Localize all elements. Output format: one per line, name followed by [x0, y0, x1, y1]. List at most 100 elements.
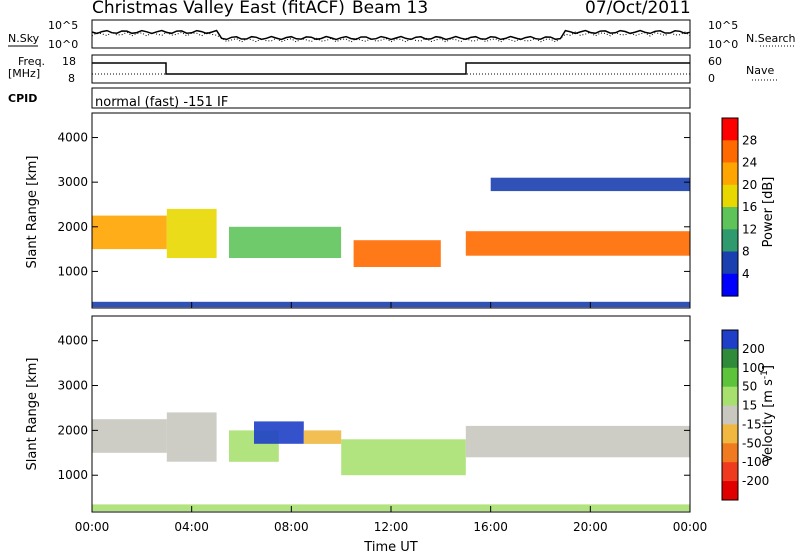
velocity-colorbar-label-sup: -1 [760, 370, 770, 379]
power-colorbar: 28 24 20 16 12 8 4 [721, 117, 757, 297]
velocity-echo-band-1 [166, 412, 217, 462]
power-colorbar-tick: 20 [742, 178, 757, 192]
nsky-trace [91, 29, 691, 41]
range-tick-label: 4000 [57, 334, 88, 348]
velocity-colorbar-swatch [722, 443, 738, 463]
velocity-echo-band-4 [303, 430, 342, 444]
nave-tick-high: 60 [708, 55, 722, 68]
radar-title: Christmas Valley East (fitACF) [92, 0, 345, 18]
time-tick-label: 20:00 [573, 520, 608, 534]
power-colorbar-swatch [722, 140, 738, 164]
power-ylabel: Slant Range [km] [25, 156, 40, 269]
velocity-colorbar-swatch [722, 330, 738, 350]
time-axis-label: Time UT [363, 540, 417, 554]
power-colorbar-tick: 12 [742, 222, 757, 236]
power-colorbar-tick: 4 [742, 267, 750, 281]
freq-unit: [MHz] [8, 67, 40, 80]
power-echo-band-3 [353, 240, 441, 267]
velocity-colorbar-label: Velocity [m s-1] [760, 365, 776, 463]
power-colorbar-tick: 16 [742, 200, 757, 214]
range-tick-label: 3000 [57, 379, 88, 393]
power-echo-band-2 [229, 226, 342, 258]
nsearch-label: N.Search [746, 32, 796, 45]
nsky-label: N.Sky [8, 32, 40, 45]
velocity-colorbar-tick: 15 [742, 399, 757, 413]
velocity-colorbar-swatch [722, 348, 738, 369]
nsearch-trace [91, 31, 691, 43]
noise-tick-low-right: 10^0 [708, 38, 738, 51]
freq-panel [91, 54, 691, 84]
velocity-echo-band-6 [465, 425, 691, 458]
time-tick-label: 12:00 [374, 520, 409, 534]
noise-panel [91, 19, 691, 49]
time-tick-label: 08:00 [274, 520, 309, 534]
velocity-echo-band-3 [254, 421, 304, 444]
nave-label: Nave [746, 64, 774, 77]
range-tick-label: 4000 [57, 131, 88, 145]
cpid-label: CPID [8, 92, 37, 105]
power-colorbar-tick: 24 [742, 156, 757, 170]
time-tick-label: 00:00 [673, 520, 708, 534]
velocity-colorbar-tick: -200 [742, 474, 769, 488]
cpid-value: normal (fast) -151 IF [95, 95, 228, 110]
time-axis: 00:00 04:00 08:00 12:00 16:00 20:00 00:00 [75, 302, 708, 534]
freq-trace [92, 62, 690, 75]
noise-tick-high-right: 10^5 [708, 19, 738, 32]
power-echo-band-5 [490, 177, 690, 192]
freq-tick-low: 8 [68, 72, 75, 85]
date-label: 07/Oct/2011 [585, 0, 691, 18]
cpid-panel [91, 87, 691, 109]
velocity-echo-band-0 [92, 419, 167, 453]
velocity-heatmap [92, 412, 691, 512]
velocity-colorbar-swatch [722, 386, 738, 407]
power-colorbar-swatch [722, 229, 738, 253]
range-tick-label: 2000 [57, 423, 88, 437]
power-echo-band-4 [465, 231, 691, 256]
power-colorbar-swatch [722, 184, 738, 208]
velocity-colorbar-label-end: ] [761, 365, 776, 370]
power-y-axis: 1000 2000 3000 4000 [57, 131, 690, 278]
power-colorbar-swatch [722, 207, 738, 230]
range-tick-label: 1000 [57, 264, 88, 278]
power-colorbar-frame [721, 117, 739, 297]
power-heatmap [92, 177, 691, 308]
time-tick-label: 16:00 [473, 520, 508, 534]
velocity-colorbar-swatch [722, 481, 738, 501]
range-tick-label: 1000 [57, 468, 88, 482]
velocity-colorbar-tick: 50 [742, 380, 757, 394]
beam-label: Beam 13 [352, 0, 428, 18]
power-colorbar-tick: 28 [742, 133, 757, 147]
power-colorbar-swatch [722, 251, 738, 275]
time-tick-label: 04:00 [174, 520, 209, 534]
velocity-colorbar-tick: 200 [742, 342, 765, 356]
velocity-colorbar-label-main: Velocity [m s [761, 379, 776, 463]
range-tick-label: 2000 [57, 220, 88, 234]
freq-label: Freq. [18, 55, 45, 68]
velocity-colorbar: 200 100 50 15 -15 -50 -100 -200 [721, 329, 769, 501]
nave-tick-low: 0 [708, 72, 715, 85]
noise-tick-low: 10^0 [48, 38, 78, 51]
freq-tick-high: 18 [62, 55, 76, 68]
power-colorbar-swatch [722, 273, 738, 297]
noise-tick-high: 10^5 [48, 19, 78, 32]
power-colorbar-swatch [722, 162, 738, 186]
velocity-colorbar-tick: -15 [742, 417, 762, 431]
velocity-colorbar-swatch [722, 405, 738, 425]
velocity-colorbar-tick: -50 [742, 436, 762, 450]
power-colorbar-swatch [722, 118, 738, 141]
velocity-colorbar-tick: -100 [742, 455, 769, 469]
power-echo-band-1 [166, 208, 217, 258]
velocity-ylabel: Slant Range [km] [25, 358, 40, 471]
power-echo-band-0 [92, 215, 167, 250]
velocity-colorbar-swatch [722, 367, 738, 388]
power-colorbar-tick: 8 [742, 245, 750, 259]
power-colorbar-label: Power [dB] [761, 177, 776, 248]
velocity-echo-band-5 [341, 439, 466, 476]
velocity-colorbar-swatch [722, 462, 738, 482]
velocity-colorbar-swatch [722, 424, 738, 444]
velocity-colorbar-frame [721, 329, 739, 501]
time-tick-label: 00:00 [75, 520, 110, 534]
range-tick-label: 3000 [57, 175, 88, 189]
velocity-y-axis: 1000 2000 3000 4000 [57, 334, 690, 482]
